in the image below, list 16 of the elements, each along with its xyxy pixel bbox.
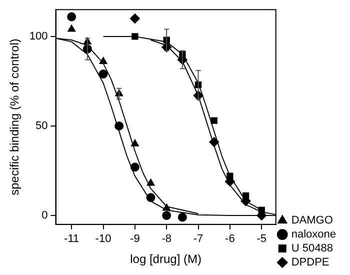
x-tick-label: -10 [95, 233, 112, 246]
x-tick-label: -8 [162, 233, 172, 246]
x-tick-label: -11 [64, 233, 80, 246]
legend-label: U 50488 [291, 242, 333, 255]
y-tick-label: 100 [29, 30, 48, 42]
y-axis-title: specific binding (% of control) [8, 38, 22, 196]
x-axis-title: log [drug] (M) [130, 252, 202, 266]
x-tick-label: -7 [193, 233, 204, 246]
y-tick-label: 50 [36, 120, 48, 132]
y-tick-label: 0 [42, 209, 48, 222]
x-tick-label: -9 [130, 233, 140, 246]
legend-label: naloxone [291, 228, 336, 241]
legend-label: DAMGO [291, 214, 334, 227]
x-tick-label: -5 [256, 233, 266, 246]
legend-label: DPDPE [291, 256, 330, 269]
x-tick-label: -6 [225, 233, 235, 246]
